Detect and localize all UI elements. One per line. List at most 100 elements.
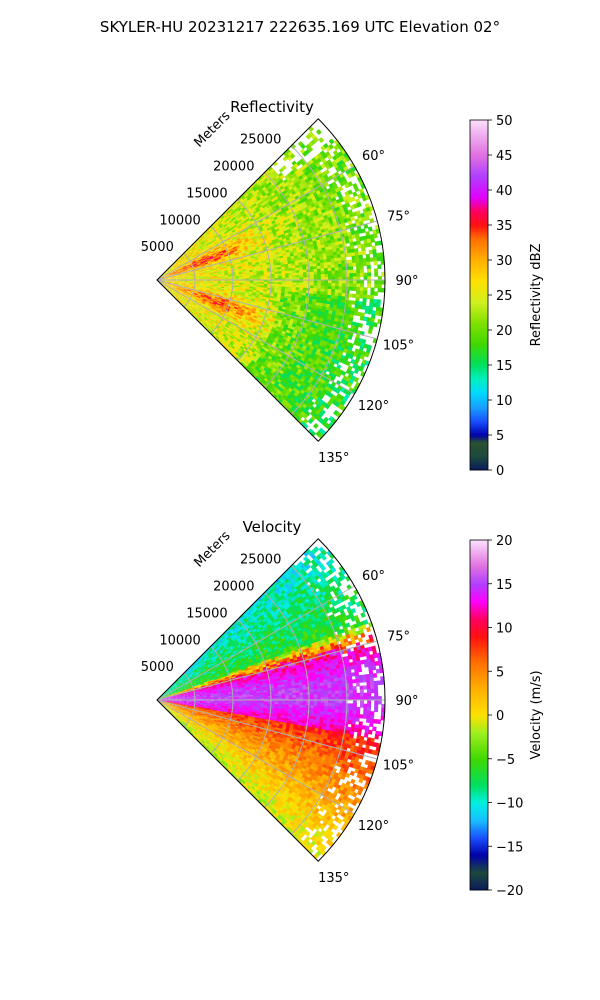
radar-cell — [193, 249, 198, 253]
radar-cell — [198, 257, 203, 260]
radar-cell — [302, 274, 308, 278]
radar-cell — [167, 268, 171, 271]
radar-cell — [236, 246, 241, 250]
radar-cell — [230, 241, 235, 245]
radar-cell — [216, 225, 221, 230]
radar-cell — [243, 214, 248, 219]
radar-cell — [224, 218, 229, 223]
radar-cell — [183, 267, 188, 270]
radar-cell — [231, 236, 237, 241]
radar-cell — [269, 223, 274, 228]
radar-cell — [178, 259, 183, 263]
radar-cell — [169, 271, 174, 274]
radar-cell — [217, 233, 222, 238]
figure-title: SKYLER-HU 20231217 222635.169 UTC Elevat… — [100, 18, 500, 36]
radar-cell — [225, 209, 230, 214]
radar-cell — [195, 245, 199, 249]
radar-cell — [223, 244, 228, 248]
radar-cell — [243, 228, 248, 232]
radar-cell — [258, 211, 264, 217]
radar-cell — [230, 204, 235, 209]
radar-cell — [288, 275, 293, 279]
radar-cell — [166, 274, 171, 276]
radar-cell — [233, 203, 239, 208]
radar-cell — [251, 227, 256, 232]
radar-cell — [206, 242, 211, 247]
radar-cell — [198, 258, 203, 262]
radar-cell — [223, 217, 228, 222]
radar-cell — [281, 217, 287, 222]
radar-cell — [214, 229, 219, 234]
radar-cell — [195, 260, 200, 263]
radar-cell — [197, 256, 202, 260]
radar-cell — [272, 231, 278, 236]
radar-cell — [247, 227, 252, 232]
radar-cell — [169, 272, 174, 275]
radar-cell — [265, 225, 271, 230]
radar-cell — [205, 242, 210, 246]
radar-cell — [232, 201, 237, 206]
radar-cell — [196, 263, 201, 266]
radar-cell — [180, 255, 185, 260]
radar-cell — [241, 240, 247, 245]
radar-cell — [170, 266, 174, 269]
radar-cell — [200, 246, 205, 250]
radar-cell — [270, 275, 275, 279]
radar-cell — [168, 269, 172, 272]
radar-cell — [272, 214, 278, 219]
radar-cell — [189, 255, 194, 259]
radar-cell — [236, 237, 241, 242]
radar-cell — [180, 255, 184, 259]
radar-cell — [271, 229, 277, 234]
radar-cell — [234, 221, 240, 226]
radar-cell — [188, 254, 193, 258]
radar-cell — [195, 251, 200, 255]
radar-cell — [196, 261, 201, 265]
radar-cell — [166, 274, 171, 277]
radar-cell — [179, 260, 183, 263]
radar-cell — [276, 214, 282, 219]
radar-cell — [194, 251, 199, 255]
radar-cell — [260, 276, 265, 279]
radar-cell — [180, 262, 185, 265]
radar-cell — [220, 225, 225, 230]
radar-cell — [223, 229, 228, 234]
radar-cell — [216, 253, 221, 257]
radar-cell — [179, 267, 184, 270]
radar-cell — [213, 228, 218, 233]
radar-cell — [307, 146, 314, 153]
radar-cell — [212, 253, 217, 257]
radar-cell — [199, 261, 204, 264]
radar-cell — [169, 271, 174, 274]
radar-cell — [196, 253, 201, 257]
radar-cell — [210, 249, 215, 253]
radar-cell — [195, 246, 200, 250]
radar-cell — [217, 216, 222, 221]
radar-cell — [299, 274, 304, 278]
radar-cell — [209, 224, 214, 229]
radar-cell — [201, 254, 206, 258]
radar-cell — [356, 272, 361, 278]
radar-cell — [225, 215, 231, 220]
radar-cell — [225, 249, 231, 253]
radar-cell — [345, 273, 350, 278]
radar-cell — [223, 251, 228, 255]
radar-cell — [171, 267, 176, 271]
radar-cell — [172, 262, 176, 266]
radar-cell — [275, 228, 280, 233]
radar-cell — [187, 247, 192, 251]
radar-cell — [226, 210, 231, 215]
radar-cell — [168, 269, 172, 272]
radar-cell — [233, 239, 238, 243]
radar-cell — [200, 253, 205, 257]
radar-cell — [248, 222, 254, 227]
radar-cell — [171, 267, 176, 271]
radar-cell — [222, 228, 227, 233]
radar-cell — [167, 267, 171, 271]
radar-cell — [226, 250, 231, 254]
radar-cell — [181, 256, 186, 260]
radar-cell — [219, 253, 224, 256]
radar-cell — [236, 211, 241, 216]
radar-cell — [199, 239, 204, 243]
radar-cell — [180, 269, 185, 272]
